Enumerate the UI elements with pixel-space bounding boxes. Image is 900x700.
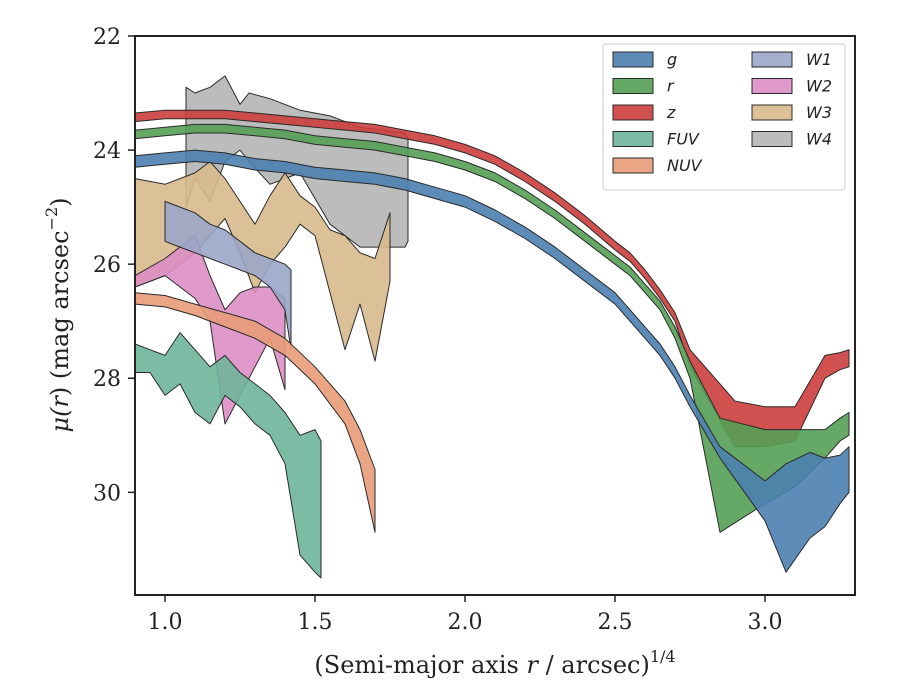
legend-swatch [751,51,793,68]
series-band-nuv [135,292,376,533]
series-band-w2 [135,235,286,425]
legend: grz FUV NUV W1 W2 W3 W4 [602,43,846,191]
y-tick-label: 22 [93,25,121,50]
y-tick-label: 24 [93,139,121,164]
legend-item-nuv: NUV [612,156,703,175]
legend-label: FUV [667,130,700,149]
x-axis-label: (Semi-major axis r / arcsec)1/4 [314,647,675,679]
axes-frame [134,35,856,596]
legend-swatch [612,157,654,174]
series-band-z [135,109,850,448]
legend-swatch [612,131,654,147]
legend-item-fuv: FUV [612,130,700,149]
x-tick-label: 1.0 [148,610,183,635]
x-tick-label: 3.0 [748,610,783,635]
x-tick-label: 2.5 [598,610,633,635]
legend-label: W1 [806,50,832,69]
legend-swatch [612,78,654,94]
legend-item-r: r [612,77,675,96]
legend-label: W2 [806,77,832,96]
legend-swatch [751,131,793,147]
legend-label: W3 [806,103,832,122]
legend-label: z [666,103,676,122]
legend-label: r [667,77,675,96]
y-axis-label: μ(r) (mag arcsec−2) [42,197,74,432]
x-tick-label: 1.5 [298,610,333,635]
series-band-fuv [135,332,322,579]
y-tick-label: 26 [93,253,121,278]
legend-item-w3: W3 [751,103,832,122]
legend-item-w1: W1 [751,50,832,69]
legend-swatch [612,104,654,121]
legend-label: g [667,50,677,69]
plot-area [135,75,850,579]
legend-item-g: g [612,50,677,69]
series-band-g [135,149,850,573]
legend-label: NUV [667,156,703,175]
legend-item-z: z [612,103,676,122]
legend-swatch [751,78,793,94]
legend-swatch [612,51,654,68]
legend-item-w4: W4 [751,130,832,149]
y-tick-label: 28 [93,367,121,392]
legend-item-w2: W2 [751,77,832,96]
legend-swatch [751,104,793,121]
axis-ticks: 1.0 1.5 2.0 2.5 3.0 22 24 26 28 30 [93,25,783,635]
y-tick-label: 30 [93,481,121,506]
legend-label: W4 [806,130,832,149]
x-tick-label: 2.0 [448,610,483,635]
